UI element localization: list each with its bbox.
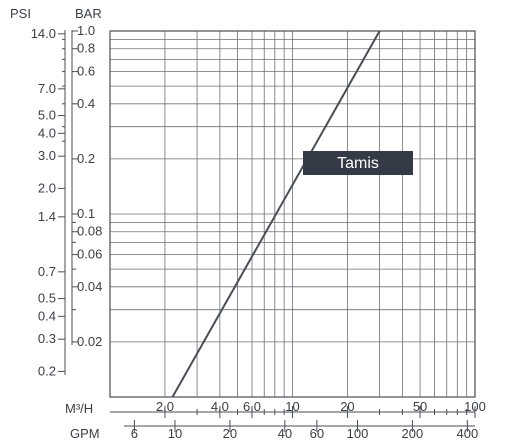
psi-tick-label: 0.3: [38, 331, 56, 346]
psi-tick-label: 5.0: [38, 108, 56, 123]
psi-tick-label: 14.0: [31, 26, 56, 41]
plot-frame: [109, 30, 476, 398]
gpm-tick-label: 20: [223, 426, 237, 441]
bar-tick-label: 0.04: [77, 279, 102, 294]
psi-tick-label: 4.0: [38, 125, 56, 140]
series-line: [171, 30, 381, 398]
bar-tick-label: 0.2: [77, 151, 95, 166]
m3h-tick-label: 2.0: [156, 399, 174, 414]
bar-unit-label: BAR: [75, 6, 102, 21]
psi-tick-label: 1.4: [38, 209, 56, 224]
m3h-tick-label: 10: [285, 399, 299, 414]
bar-tick-label: 0.02: [77, 334, 102, 349]
gpm-unit-label: GPM: [70, 426, 100, 441]
bar-tick-label: 0.4: [77, 96, 95, 111]
m3h-tick-label: 50: [413, 399, 427, 414]
bar-tick-label: 0.06: [77, 247, 102, 262]
bar-tick-label: 0.08: [77, 224, 102, 239]
m3h-tick-label: 20: [340, 399, 354, 414]
bar-tick-label: 1.0: [77, 23, 95, 38]
bar-tick-label: 0.6: [77, 64, 95, 79]
m3h-tick-label: 100: [464, 399, 486, 414]
gpm-tick-label: 10: [168, 426, 182, 441]
gpm-tick-label: 400: [456, 426, 478, 441]
m3h-tick-label: 4.0: [211, 399, 229, 414]
psi-tick-label: 0.7: [38, 264, 56, 279]
psi-tick-label: 2.0: [38, 180, 56, 195]
bar-tick-label: 0.1: [77, 206, 95, 221]
psi-tick-label: 0.5: [38, 291, 56, 306]
gpm-tick-label: 200: [402, 426, 424, 441]
m3h-tick-label: 6.0: [243, 399, 261, 414]
psi-tick-label: 7.0: [38, 81, 56, 96]
gpm-tick-label: 60: [310, 426, 324, 441]
series-label-box: [303, 151, 413, 175]
gpm-tick-label: 40: [278, 426, 292, 441]
psi-unit-label: PSI: [10, 6, 31, 21]
series-label-text: Tamis: [337, 155, 379, 172]
gpm-tick-label: 100: [347, 426, 369, 441]
psi-tick-label: 3.0: [38, 148, 56, 163]
bar-tick-label: 0.8: [77, 41, 95, 56]
psi-tick-label: 0.2: [38, 363, 56, 378]
gpm-tick-label: 6: [131, 426, 138, 441]
m3h-unit-label: M³/H: [65, 401, 93, 416]
psi-tick-label: 0.4: [38, 308, 56, 323]
